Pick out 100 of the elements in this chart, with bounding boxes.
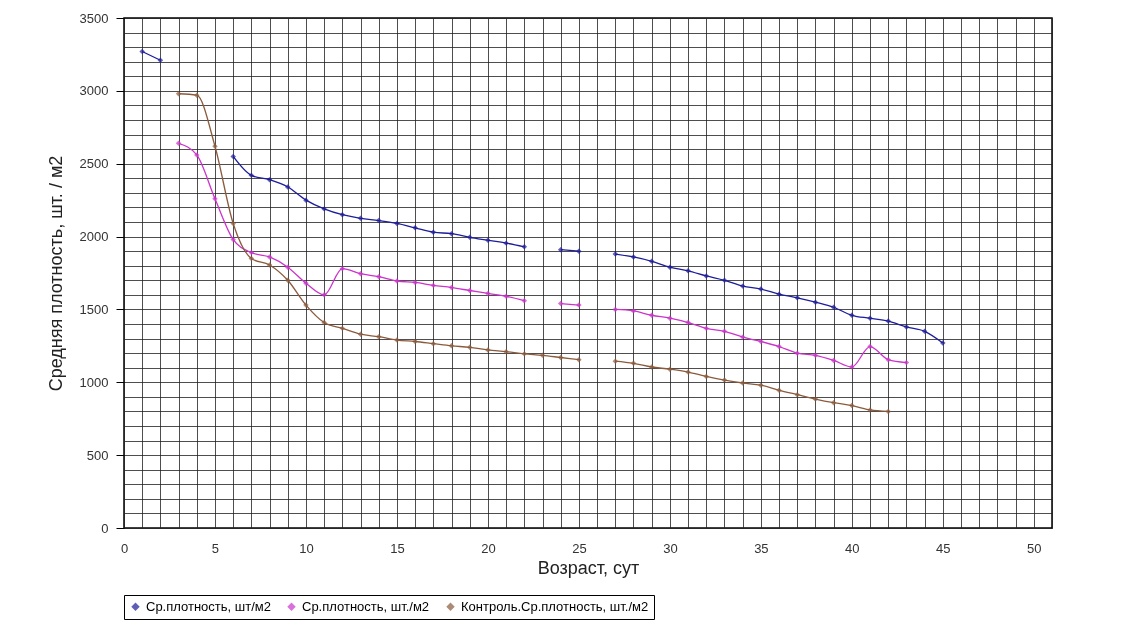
y-tick-label: 500 (86, 447, 109, 463)
point (812, 299, 819, 305)
y-tick-label: 2500 (79, 156, 109, 172)
point (739, 334, 746, 340)
point (739, 283, 746, 289)
y-tick-label: 0 (101, 520, 109, 536)
point (266, 262, 273, 268)
y-tick-label: 1500 (79, 301, 109, 317)
point (867, 343, 873, 350)
point (466, 344, 473, 351)
point (830, 399, 837, 406)
point (557, 300, 564, 307)
point (648, 364, 655, 370)
point (466, 234, 473, 241)
point (776, 343, 782, 350)
point (412, 338, 418, 345)
x-tick-label: 45 (936, 540, 951, 556)
point (903, 324, 910, 330)
point (412, 225, 418, 231)
x-tick-label: 5 (211, 540, 220, 556)
point (376, 273, 382, 280)
point (339, 211, 346, 218)
x-tick-label: 50 (1027, 540, 1042, 556)
point (794, 350, 800, 356)
point (557, 246, 564, 253)
x-tick-label: 20 (481, 540, 496, 556)
point (648, 258, 655, 265)
point (448, 343, 455, 349)
point (230, 220, 236, 227)
point (339, 325, 346, 332)
point (721, 377, 728, 383)
point (739, 380, 746, 386)
point (357, 270, 364, 277)
point (285, 277, 291, 284)
point (376, 217, 382, 224)
y-tick-label: 3000 (79, 83, 109, 99)
point (194, 92, 200, 98)
point (612, 251, 619, 257)
point (248, 172, 255, 179)
point (612, 306, 619, 313)
x-tick-label: 25 (572, 540, 587, 556)
point (266, 177, 273, 183)
point (285, 184, 291, 190)
x-tick-label: 40 (845, 540, 860, 556)
point (885, 318, 891, 324)
point (612, 358, 619, 364)
x-tick-label: 30 (663, 540, 678, 556)
point (285, 264, 291, 270)
x-tick-label: 10 (299, 540, 314, 556)
point (849, 402, 855, 409)
point (175, 140, 182, 147)
point (412, 279, 418, 286)
point (212, 195, 218, 202)
point (812, 396, 819, 402)
point (630, 254, 637, 260)
point (758, 382, 764, 388)
point (175, 91, 182, 97)
point (230, 236, 236, 243)
point (630, 308, 637, 314)
point (321, 292, 327, 298)
point (521, 297, 528, 304)
point (885, 408, 891, 415)
point (849, 312, 855, 318)
x-axis-title: Возраст, сут (537, 557, 640, 578)
x-tick-label: 0 (120, 540, 129, 556)
point (339, 265, 346, 272)
point (430, 282, 437, 289)
point (376, 333, 382, 340)
point (758, 338, 764, 345)
point (921, 328, 928, 335)
point (703, 273, 710, 279)
point (521, 244, 528, 250)
point (503, 293, 509, 300)
y-tick-label: 1000 (79, 374, 109, 390)
point (703, 373, 710, 380)
point (776, 387, 782, 394)
point (830, 304, 837, 310)
x-tick-label: 35 (754, 540, 769, 556)
point (321, 206, 327, 212)
x-tick-label: 15 (390, 540, 405, 556)
point (357, 331, 364, 337)
legend-label: Ср.плотность, шт./м2 (302, 598, 430, 614)
point (485, 237, 491, 243)
point (667, 264, 673, 270)
point (139, 48, 145, 55)
point (794, 391, 800, 398)
point (667, 315, 673, 321)
point (430, 340, 437, 347)
legend-label: Ср.плотность, шт/м2 (146, 598, 271, 614)
point (576, 356, 582, 363)
point (503, 348, 509, 355)
point (321, 319, 327, 326)
point (521, 351, 528, 357)
legend-label: Контроль.Ср.плотность, шт./м2 (461, 598, 649, 614)
point (885, 356, 891, 363)
point (230, 153, 236, 160)
y-tick-label: 2000 (79, 229, 109, 245)
y-axis-title: Средняя плотность, шт. / м2 (45, 155, 66, 392)
point (794, 295, 800, 301)
point (266, 254, 273, 260)
